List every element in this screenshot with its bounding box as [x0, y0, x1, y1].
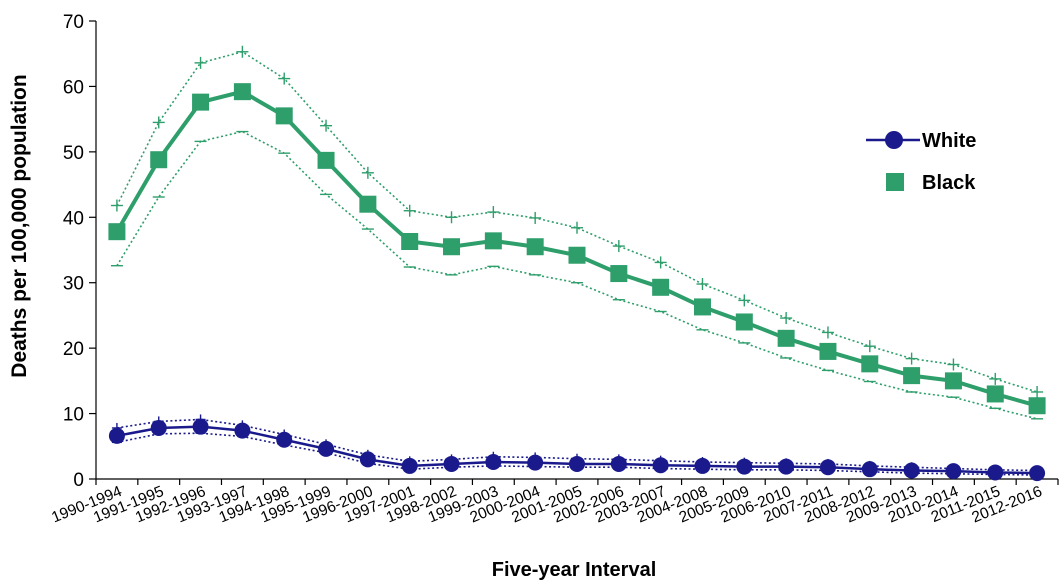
series-black-point — [610, 265, 628, 283]
y-axis-label: Deaths per 100,000 population — [8, 74, 31, 377]
legend: White Black — [866, 130, 976, 194]
plot-area — [108, 45, 1046, 482]
series-white-point — [401, 457, 418, 474]
legend-marker-white — [885, 131, 903, 149]
series-white-point — [527, 454, 544, 471]
series-black-point — [359, 195, 377, 213]
y-tick-label: 0 — [73, 470, 84, 491]
legend-label-black: Black — [922, 172, 976, 194]
x-axis-label: Five-year Interval — [492, 559, 657, 581]
legend-item-white: White — [866, 130, 976, 152]
series-black-point — [861, 355, 879, 373]
series-black-point — [735, 313, 753, 331]
legend-marker-black — [886, 173, 904, 191]
series-black-point — [108, 223, 126, 241]
series-black-point — [401, 232, 419, 250]
series-white — [108, 414, 1046, 482]
series-black-point — [443, 238, 461, 256]
series-black-point — [819, 342, 837, 360]
series-black-point — [903, 367, 921, 385]
series-black-point — [233, 83, 251, 101]
y-tick-label: 10 — [63, 405, 84, 426]
series-black-point — [986, 385, 1004, 403]
series-white-point — [318, 440, 335, 457]
series-black-point — [693, 298, 711, 316]
series-white-point — [108, 427, 125, 444]
series-black-point — [150, 151, 168, 169]
series-white-point — [652, 457, 669, 474]
series-white-point — [359, 451, 376, 468]
series-black-point — [317, 151, 335, 169]
series-white-point — [569, 455, 585, 472]
y-tick-label: 40 — [63, 208, 84, 229]
series-white-point — [945, 463, 962, 480]
series-black-point — [484, 232, 502, 250]
y-tick-label: 20 — [63, 339, 84, 360]
series-white-point — [861, 461, 878, 478]
legend-label-white: White — [922, 130, 976, 152]
series-white-point — [443, 455, 460, 472]
series-black-point — [526, 238, 544, 256]
series-white-point — [276, 431, 293, 448]
series-white-point — [1029, 465, 1046, 482]
y-tick-label: 30 — [63, 274, 84, 295]
series-white-point — [234, 422, 251, 439]
series-white-point — [485, 453, 502, 470]
legend-item-black: Black — [886, 172, 976, 194]
series-black-upper-bound-line — [116, 50, 1038, 393]
series-white-point — [192, 418, 209, 435]
axes — [95, 21, 1058, 480]
y-tick-label: 60 — [63, 77, 84, 98]
series-white-point — [694, 457, 711, 474]
y-tick-label: 50 — [63, 143, 84, 164]
series-white-point — [987, 464, 1004, 481]
series-black-point — [568, 246, 586, 264]
series-black — [108, 45, 1046, 420]
series-black-point — [777, 329, 795, 347]
series-white-point — [736, 458, 753, 475]
y-axis-ticks: 0 10 20 30 40 50 60 70 — [63, 12, 96, 491]
series-black-point — [275, 107, 293, 125]
series-black-point — [944, 372, 962, 390]
series-black-point — [192, 93, 210, 111]
series-black-point — [652, 278, 670, 296]
series-black-point — [1028, 397, 1046, 415]
series-white-point — [903, 462, 920, 479]
x-axis-ticks: 1990-19941991-19951992-19961993-19971994… — [49, 479, 1059, 526]
series-white-point — [150, 419, 167, 436]
series-white-point — [819, 459, 836, 476]
series-white-point — [778, 458, 795, 475]
series-white-point — [610, 455, 627, 472]
y-tick-label: 70 — [63, 12, 84, 33]
